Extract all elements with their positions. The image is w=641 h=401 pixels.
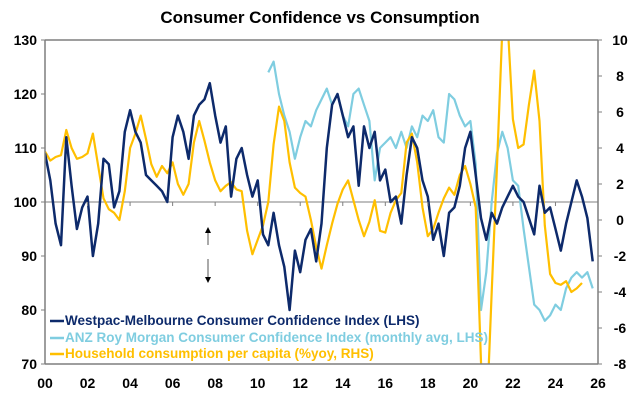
- x-axis-ticks: 00 02 04 06 08 10 12 14 16 18 20 22 24 26: [37, 202, 606, 391]
- right-tick-label: -8: [614, 356, 627, 372]
- arrow-up-icon: [205, 227, 211, 233]
- right-tick-label: 8: [616, 68, 624, 84]
- right-tick-label: 4: [616, 140, 624, 156]
- series-line-consumption: [45, 40, 583, 364]
- left-tick-label: 120: [14, 86, 38, 102]
- left-axis-ticks: 130 120 110 100 90 80 70: [14, 32, 45, 372]
- x-tick-label: 04: [122, 375, 138, 391]
- legend-label: Household consumption per capita (%yoy, …: [65, 346, 374, 361]
- left-tick-label: 90: [21, 248, 37, 264]
- x-tick-label: 20: [463, 375, 479, 391]
- right-tick-label: 2: [616, 176, 624, 192]
- x-tick-label: 22: [505, 375, 521, 391]
- x-tick-label: 16: [378, 375, 394, 391]
- x-tick-label: 02: [80, 375, 96, 391]
- x-tick-label: 24: [548, 375, 564, 391]
- chart-title: Consumer Confidence vs Consumption: [160, 8, 479, 27]
- annotation-arrows: [205, 227, 211, 283]
- x-tick-label: 06: [165, 375, 181, 391]
- x-tick-label: 18: [420, 375, 436, 391]
- left-tick-label: 110: [14, 140, 37, 156]
- right-tick-label: 10: [612, 32, 628, 48]
- x-tick-label: 12: [292, 375, 308, 391]
- series-line-westpac: [45, 81, 594, 312]
- x-tick-label: 26: [590, 375, 606, 391]
- right-tick-label: 0: [616, 212, 624, 228]
- series-layer: [45, 40, 594, 364]
- x-tick-label: 00: [37, 375, 53, 391]
- left-tick-label: 80: [21, 302, 37, 318]
- x-tick-label: 10: [250, 375, 266, 391]
- right-tick-label: -4: [614, 284, 627, 300]
- left-tick-label: 70: [21, 356, 37, 372]
- legend: Westpac-Melbourne Consumer Confidence In…: [50, 313, 488, 361]
- right-axis-ticks: 10 8 6 4 2 0 -2 -4 -6 -8: [598, 32, 628, 372]
- x-tick-label: 08: [207, 375, 223, 391]
- right-tick-label: -2: [614, 248, 627, 264]
- legend-label: Westpac-Melbourne Consumer Confidence In…: [65, 313, 420, 328]
- arrow-down-icon: [205, 277, 211, 283]
- x-tick-label: 14: [335, 375, 351, 391]
- legend-label: ANZ Roy Morgan Consumer Confidence Index…: [65, 330, 488, 345]
- right-tick-label: -6: [614, 320, 627, 336]
- left-tick-label: 130: [14, 32, 38, 48]
- left-tick-label: 100: [14, 194, 38, 210]
- series-line-anz: [267, 60, 594, 322]
- right-tick-label: 6: [616, 104, 624, 120]
